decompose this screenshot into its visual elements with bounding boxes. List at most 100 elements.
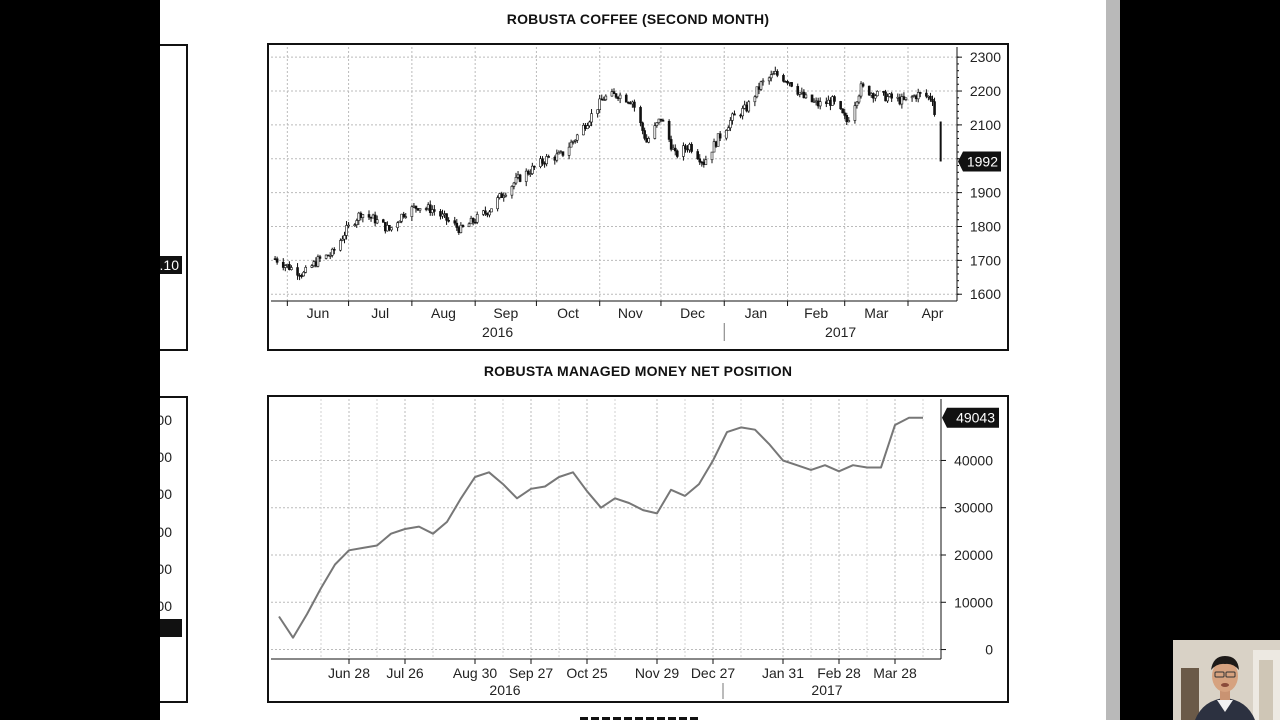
candle-body: [918, 92, 922, 94]
candle-body: [804, 94, 808, 99]
candle-body: [682, 145, 685, 157]
candle-body: [514, 177, 518, 184]
candle-body: [673, 147, 677, 152]
candle-body: [639, 107, 642, 124]
candle-body: [273, 258, 277, 260]
candle-body: [471, 217, 475, 223]
x-tick-label: Oct 25: [566, 665, 607, 681]
candle-body: [332, 248, 336, 251]
candle-body: [598, 98, 602, 110]
candle-body: [602, 99, 606, 101]
y-tick-label: 20000: [954, 547, 993, 563]
candle-body: [818, 101, 822, 107]
candle-body: [702, 161, 706, 165]
x-month-label: Oct: [557, 305, 579, 321]
last-value-tag: [942, 407, 999, 428]
chart-robusta-coffee: 16001700180019002000210022002300JunJulAu…: [271, 47, 1001, 341]
candle-body: [316, 256, 320, 267]
last-value-tag: [958, 151, 1001, 172]
candle-body: [800, 91, 804, 94]
candle-body: [569, 141, 573, 148]
candle-body: [904, 97, 908, 100]
candle-body: [657, 118, 661, 124]
x-tick-label: Sep 27: [509, 665, 554, 681]
scrollbar[interactable]: [1106, 0, 1120, 720]
next-chart-title-clipped: [580, 714, 700, 720]
x-month-label: Jun: [307, 305, 330, 321]
x-tick-label: Feb 28: [817, 665, 861, 681]
candle-body: [796, 86, 800, 95]
candle-body: [571, 140, 575, 143]
left-partial-chart-bottom: 00 00 00 00 00 00 0: [160, 396, 188, 703]
candle-body: [590, 113, 593, 123]
candle-body: [418, 208, 422, 211]
candle-body: [381, 219, 385, 223]
x-month-label: Mar: [864, 305, 888, 321]
candle-body: [445, 213, 448, 221]
candle-body: [375, 219, 379, 224]
x-tick-label: Aug 30: [453, 665, 498, 681]
candle-body: [741, 108, 744, 117]
candle-body: [398, 220, 401, 224]
candle-body: [400, 213, 403, 222]
candle-body: [288, 264, 291, 270]
candle-body: [653, 125, 657, 139]
candle-body: [355, 220, 359, 226]
x-tick-label: Mar 28: [873, 665, 917, 681]
candle-body: [461, 224, 465, 228]
candle-body: [698, 158, 702, 163]
candle-body: [675, 150, 679, 157]
candle-body: [916, 92, 920, 100]
candle-body: [600, 98, 604, 101]
chart-frame-robusta-coffee: 16001700180019002000210022002300JunJulAu…: [267, 43, 1009, 351]
candle-body: [925, 92, 928, 97]
y-tick-label: 40000: [954, 452, 993, 468]
candle-body: [718, 133, 722, 139]
candle-body: [555, 153, 559, 161]
candle-body: [584, 125, 587, 129]
left-partial-tick: 00: [160, 412, 172, 428]
last-value-label: 49043: [956, 410, 995, 426]
candle-body: [786, 81, 789, 84]
candle-body: [667, 121, 671, 140]
candle-body: [739, 114, 742, 117]
candle-body: [586, 125, 589, 129]
candle-body: [328, 255, 332, 257]
x-month-label: Apr: [922, 305, 944, 321]
candle-body: [857, 95, 861, 103]
candle-body: [890, 93, 893, 99]
candle-body: [831, 96, 834, 106]
candle-body: [886, 96, 889, 102]
candle-body: [512, 182, 516, 187]
candle-body: [727, 127, 730, 131]
candle-body: [314, 261, 318, 267]
candle-body: [773, 71, 777, 75]
candle-body: [927, 95, 930, 98]
left-partial-tick: 00: [160, 598, 172, 614]
candle-body: [684, 145, 687, 150]
candle-body: [629, 102, 632, 105]
candle-body: [716, 133, 720, 147]
candle-body: [298, 274, 301, 277]
candle-body: [596, 109, 599, 114]
candle-body: [347, 224, 350, 227]
candle-body: [912, 95, 916, 97]
candle-body: [455, 222, 459, 228]
candle-body: [761, 80, 765, 83]
candle-body: [633, 101, 636, 108]
candle-body: [430, 209, 434, 213]
candle-body: [810, 94, 814, 103]
candle-body: [357, 212, 361, 221]
candle-body: [910, 96, 914, 99]
candle-body: [296, 267, 299, 276]
candle-body: [533, 165, 536, 168]
candle-body: [802, 91, 806, 99]
candle-body: [528, 173, 532, 175]
candle-body: [755, 86, 759, 98]
candle-body: [841, 108, 844, 114]
candle-body: [769, 74, 773, 79]
candle-body: [388, 224, 391, 231]
candle-body: [914, 95, 918, 100]
candle-body: [543, 162, 546, 165]
candle-body: [396, 222, 399, 228]
